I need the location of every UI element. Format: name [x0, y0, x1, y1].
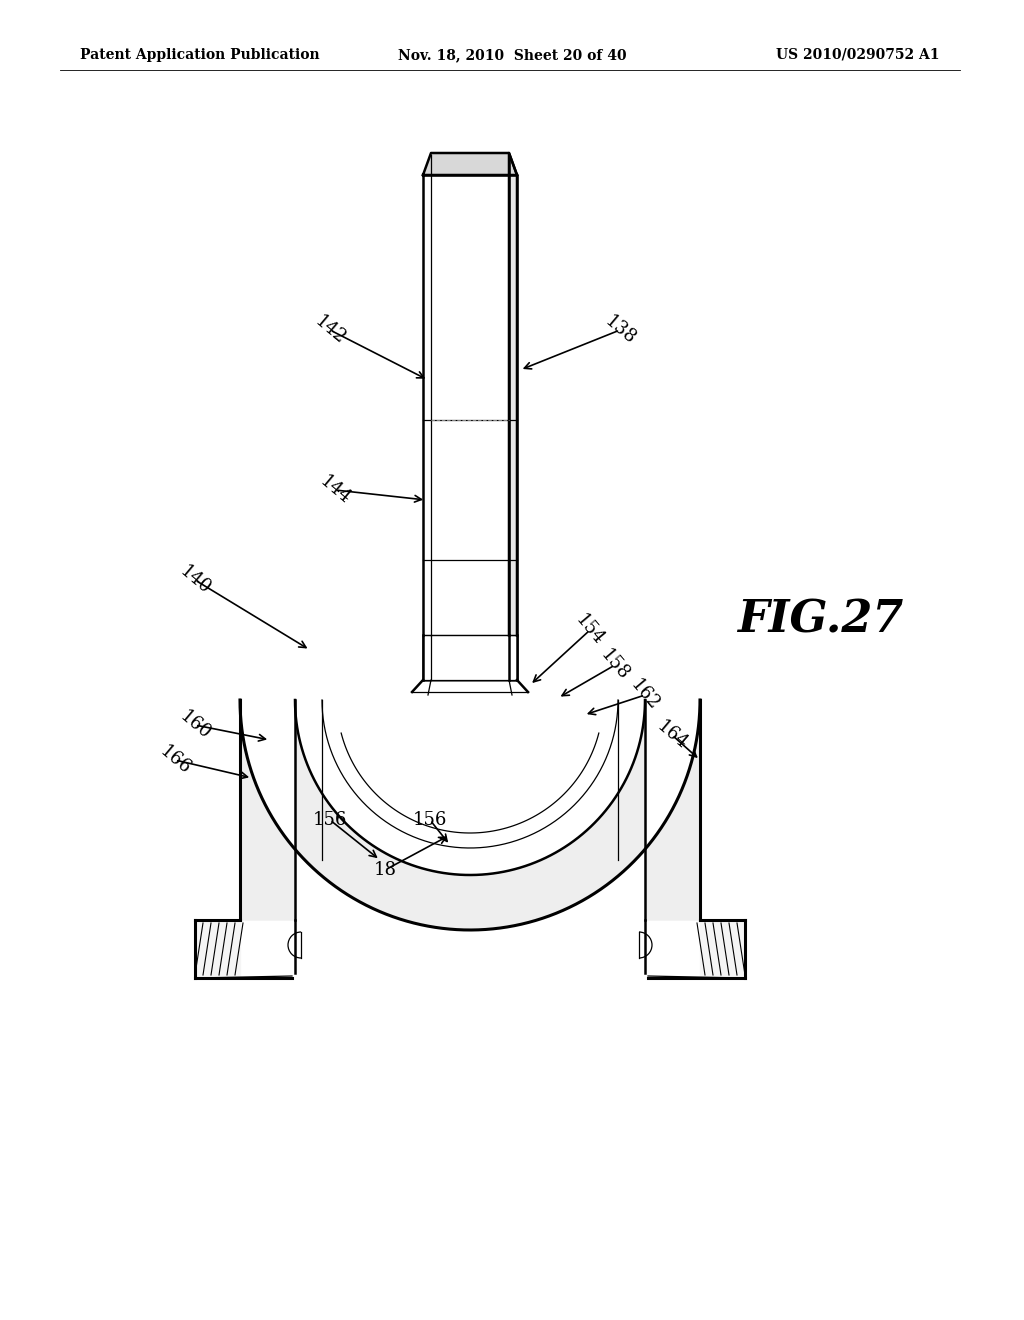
Text: 160: 160	[176, 708, 214, 743]
Text: 18: 18	[374, 861, 396, 879]
Text: 144: 144	[316, 473, 354, 508]
Polygon shape	[423, 176, 517, 680]
Text: 156: 156	[312, 810, 347, 829]
Text: FIG.27: FIG.27	[737, 598, 903, 642]
Text: 154: 154	[572, 611, 608, 649]
Text: 138: 138	[601, 312, 639, 348]
Text: US 2010/0290752 A1: US 2010/0290752 A1	[776, 48, 940, 62]
Text: Nov. 18, 2010  Sheet 20 of 40: Nov. 18, 2010 Sheet 20 of 40	[397, 48, 627, 62]
Text: Patent Application Publication: Patent Application Publication	[80, 48, 319, 62]
Polygon shape	[195, 920, 240, 978]
Text: 162: 162	[627, 676, 663, 714]
Text: 140: 140	[176, 562, 214, 598]
Text: 158: 158	[597, 645, 633, 684]
Text: 156: 156	[413, 810, 447, 829]
Polygon shape	[423, 153, 517, 176]
Polygon shape	[509, 153, 517, 680]
Text: 166: 166	[156, 742, 194, 777]
Polygon shape	[700, 920, 745, 978]
Text: 164: 164	[653, 717, 691, 752]
Polygon shape	[431, 638, 509, 680]
Polygon shape	[240, 700, 700, 931]
Polygon shape	[423, 638, 517, 680]
Text: 142: 142	[311, 312, 349, 348]
